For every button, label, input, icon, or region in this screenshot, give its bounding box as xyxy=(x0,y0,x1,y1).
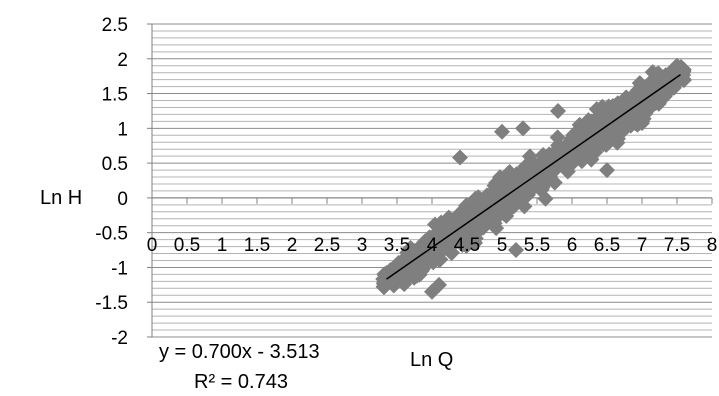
y-tick-label: 1 xyxy=(117,119,128,140)
data-point xyxy=(405,260,422,277)
data-point xyxy=(594,98,611,115)
data-point xyxy=(589,110,606,127)
data-point xyxy=(599,162,615,179)
data-point xyxy=(567,125,584,142)
trendline-line xyxy=(386,74,681,280)
trendline-equation: y = 0.700x - 3.513 xyxy=(159,341,320,363)
data-point xyxy=(508,242,524,259)
data-point xyxy=(470,198,487,215)
y-tick-label: -1 xyxy=(111,258,128,279)
x-tick-label: 4.5 xyxy=(454,235,480,256)
data-point xyxy=(494,123,510,140)
axes xyxy=(147,23,713,338)
y-tick-label: -2 xyxy=(111,328,128,349)
x-tick-label: 7.5 xyxy=(664,235,690,256)
data-point xyxy=(473,214,490,231)
x-tick-label: 1.5 xyxy=(244,235,270,256)
data-point xyxy=(546,174,563,191)
x-tick-label: 0 xyxy=(147,235,158,256)
x-tick-label: 2.5 xyxy=(314,235,340,256)
data-point xyxy=(605,127,622,144)
y-tick-label: 2 xyxy=(117,50,128,71)
data-point xyxy=(460,226,477,243)
y-tick-labels: 2.5 2 1.5 1 0.5 0 -0.5 -1 -1.5 -2 xyxy=(95,15,128,349)
x-tick-labels: 0 0.5 1 1.5 2 2.5 3 3.5 4 4.5 5 5.5 6 6.5 7 7.5 8 xyxy=(147,235,718,256)
x-tick-label: 5.5 xyxy=(524,235,550,256)
data-point xyxy=(431,276,447,293)
data-point xyxy=(623,88,640,105)
data-point xyxy=(452,149,468,166)
x-tick-label: 4 xyxy=(427,235,438,256)
y-tick-label: 0.5 xyxy=(102,154,128,175)
y-tick-label: 1.5 xyxy=(102,85,128,106)
data-point xyxy=(458,197,475,214)
x-tick-label: 6.5 xyxy=(594,235,620,256)
x-axis-title: Ln Q xyxy=(410,349,453,371)
x-tick-label: 8 xyxy=(707,235,718,256)
x-tick-label: 6 xyxy=(567,235,578,256)
data-point xyxy=(633,77,650,94)
x-tick-label: 3.5 xyxy=(384,235,410,256)
x-tick-label: 1 xyxy=(217,235,228,256)
data-point xyxy=(515,120,531,137)
data-point xyxy=(441,239,458,256)
data-point xyxy=(383,263,400,280)
data-point xyxy=(396,273,412,290)
data-point xyxy=(422,235,439,252)
y-tick-label: -0.5 xyxy=(95,224,128,245)
data-point xyxy=(662,76,679,93)
y-tick-label: 2.5 xyxy=(102,15,128,36)
y-tick-label: -1.5 xyxy=(95,293,128,314)
trendline xyxy=(386,74,681,280)
y-axis-title: Ln H xyxy=(40,187,82,209)
data-point xyxy=(550,102,566,119)
x-tick-label: 5 xyxy=(497,235,508,256)
data-point xyxy=(549,129,566,146)
x-tick-label: 2 xyxy=(287,235,298,256)
r-squared-label: R² = 0.743 xyxy=(194,371,288,393)
data-point xyxy=(485,216,502,233)
data-point xyxy=(425,254,442,271)
x-tick-label: 0.5 xyxy=(174,235,200,256)
data-point xyxy=(521,166,538,183)
y-tick-label: 0 xyxy=(117,189,128,210)
data-point xyxy=(669,57,685,74)
data-point xyxy=(531,172,548,189)
x-tick-label: 7 xyxy=(637,235,648,256)
x-tick-label: 3 xyxy=(357,235,368,256)
data-point xyxy=(634,113,650,130)
